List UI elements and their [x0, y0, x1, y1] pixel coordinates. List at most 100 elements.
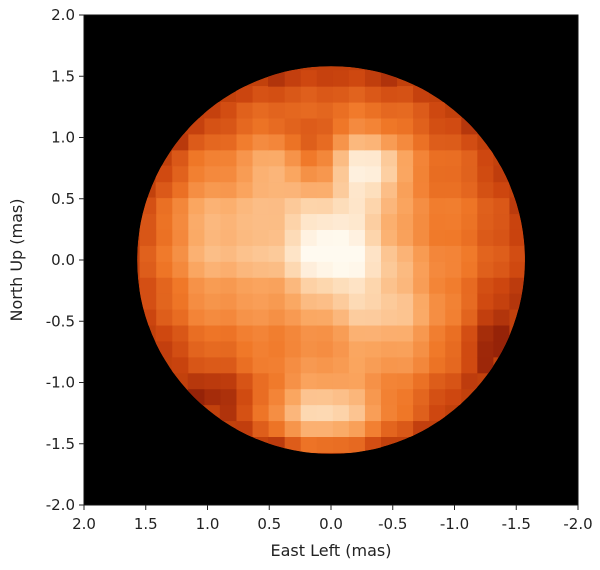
- intensity-cell: [332, 420, 349, 437]
- intensity-cell: [412, 229, 430, 246]
- intensity-cell: [251, 149, 269, 167]
- intensity-cell: [203, 133, 221, 151]
- intensity-cell: [444, 277, 462, 294]
- intensity-cell: [203, 324, 221, 342]
- intensity-cell: [332, 245, 349, 262]
- intensity-cell: [396, 420, 414, 437]
- intensity-cell: [396, 245, 414, 262]
- y-tick-label: -1.0: [46, 374, 75, 392]
- intensity-cell: [380, 133, 398, 151]
- intensity-cell: [412, 388, 430, 406]
- intensity-cell: [284, 372, 301, 390]
- intensity-cell: [171, 229, 189, 246]
- intensity-cell: [300, 117, 317, 135]
- intensity-cell: [364, 309, 381, 326]
- intensity-cell: [316, 165, 333, 183]
- intensity-cell: [251, 229, 269, 246]
- y-tick-label: 1.5: [51, 67, 75, 85]
- intensity-cell: [268, 165, 285, 183]
- intensity-cell: [396, 356, 414, 374]
- intensity-cell: [380, 261, 398, 278]
- intensity-cell: [476, 293, 494, 310]
- intensity-cell: [219, 309, 237, 326]
- intensity-cell: [492, 261, 510, 278]
- intensity-cell: [155, 197, 173, 215]
- intensity-cell: [316, 101, 333, 119]
- intensity-cell: [348, 388, 365, 406]
- intensity-cell: [155, 245, 173, 262]
- intensity-cell: [139, 213, 157, 230]
- intensity-cell: [171, 293, 189, 310]
- intensity-cell: [412, 133, 430, 151]
- intensity-cell: [412, 181, 430, 199]
- intensity-cell: [284, 277, 301, 294]
- intensity-cell: [332, 70, 349, 87]
- intensity-cell: [235, 86, 253, 103]
- intensity-cell: [380, 149, 398, 167]
- intensity-cell: [235, 261, 253, 278]
- intensity-cell: [171, 245, 189, 262]
- intensity-cell: [348, 309, 365, 326]
- intensity-cell: [364, 356, 381, 374]
- intensity-cell: [300, 324, 317, 342]
- intensity-cell: [428, 372, 446, 390]
- intensity-cell: [380, 101, 398, 119]
- intensity-cell: [155, 309, 173, 326]
- intensity-cell: [444, 261, 462, 278]
- intensity-cell: [235, 149, 253, 167]
- intensity-cell: [444, 229, 462, 246]
- intensity-cell: [203, 213, 221, 230]
- intensity-cell: [284, 436, 301, 453]
- intensity-cell: [460, 324, 478, 342]
- intensity-cell: [284, 117, 301, 135]
- intensity-cell: [251, 117, 269, 135]
- intensity-cell: [235, 309, 253, 326]
- intensity-cell: [284, 165, 301, 183]
- intensity-cell: [444, 197, 462, 215]
- intensity-cell: [508, 277, 525, 294]
- intensity-cell: [203, 245, 221, 262]
- intensity-cell: [396, 197, 414, 215]
- intensity-cell: [396, 340, 414, 358]
- y-tick-label: 0.5: [51, 190, 75, 208]
- intensity-cell: [316, 340, 333, 358]
- intensity-cell: [284, 293, 301, 310]
- intensity-cell: [268, 324, 285, 342]
- intensity-cell: [171, 324, 189, 342]
- intensity-cell: [396, 165, 414, 183]
- intensity-cell: [348, 133, 365, 151]
- intensity-cell: [219, 213, 237, 230]
- intensity-cell: [444, 181, 462, 199]
- intensity-cell: [219, 388, 237, 406]
- intensity-cell: [316, 324, 333, 342]
- intensity-cell: [284, 245, 301, 262]
- intensity-cell: [284, 404, 301, 422]
- intensity-cell: [428, 229, 446, 246]
- intensity-cell: [428, 324, 446, 342]
- intensity-cell: [396, 261, 414, 278]
- intensity-cell: [412, 245, 430, 262]
- intensity-cell: [364, 133, 381, 151]
- intensity-cell: [412, 372, 430, 390]
- intensity-cell: [476, 356, 494, 374]
- intensity-cell: [251, 133, 269, 151]
- intensity-cell: [332, 372, 349, 390]
- intensity-cell: [364, 197, 381, 215]
- intensity-cell: [235, 133, 253, 151]
- intensity-cell: [332, 117, 349, 135]
- intensity-cell: [203, 261, 221, 278]
- intensity-cell: [444, 340, 462, 358]
- intensity-cell: [476, 309, 494, 326]
- intensity-cell: [428, 149, 446, 167]
- intensity-cell: [251, 293, 269, 310]
- intensity-cell: [284, 133, 301, 151]
- intensity-cell: [380, 293, 398, 310]
- intensity-cell: [460, 133, 478, 151]
- intensity-cell: [380, 324, 398, 342]
- intensity-cell: [428, 181, 446, 199]
- intensity-cell: [203, 165, 221, 183]
- intensity-cell: [508, 245, 525, 262]
- intensity-cell: [364, 261, 381, 278]
- intensity-cell: [380, 197, 398, 215]
- intensity-cell: [460, 356, 478, 374]
